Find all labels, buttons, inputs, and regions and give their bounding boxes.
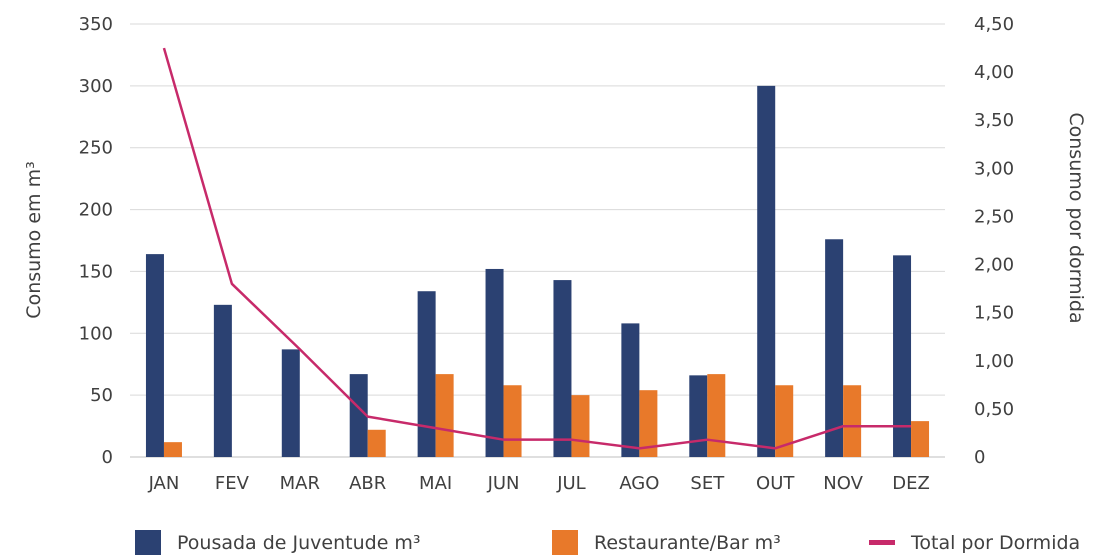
right-tick-label: 2,00 bbox=[974, 255, 1014, 276]
x-tick-label: MAI bbox=[419, 473, 452, 494]
bar-restaurante-out bbox=[775, 385, 794, 457]
x-tick-label: JUL bbox=[556, 473, 586, 494]
left-tick-label: 200 bbox=[79, 200, 113, 221]
left-tick-label: 250 bbox=[79, 138, 113, 159]
bar-restaurante-jan bbox=[163, 442, 182, 457]
legend-swatch bbox=[552, 530, 578, 555]
bar-pousada-set bbox=[689, 375, 708, 457]
right-tick-label: 1,00 bbox=[974, 351, 1014, 372]
x-tick-label: ABR bbox=[349, 473, 386, 494]
bar-restaurante-abr bbox=[367, 429, 386, 457]
bar-pousada-abr bbox=[349, 374, 368, 457]
left-axis-ticks: 0 50 100 150 200 250 300 350 bbox=[79, 14, 113, 468]
right-tick-label: 1,50 bbox=[974, 303, 1014, 324]
right-tick-label: 2,50 bbox=[974, 206, 1014, 227]
right-tick-label: 0 bbox=[974, 447, 985, 468]
right-tick-label: 3,00 bbox=[974, 158, 1014, 179]
x-tick-label: OUT bbox=[756, 473, 795, 494]
bar-pousada-nov bbox=[825, 239, 844, 457]
legend-swatch bbox=[869, 540, 895, 545]
x-axis-ticks: JAN FEV MAR ABR MAI JUN JUL AGO SET OUT NOV DEZ bbox=[148, 473, 930, 494]
legend: Pousada de Juventude m³ Restaurante/Bar m… bbox=[135, 530, 1080, 555]
bar-pousada-ago bbox=[621, 323, 640, 457]
bar-restaurante-jun bbox=[503, 385, 522, 457]
bar-pousada-jun bbox=[485, 268, 504, 457]
left-tick-label: 100 bbox=[79, 323, 113, 344]
right-tick-label: 4,00 bbox=[974, 62, 1014, 83]
bar-pousada-mar bbox=[281, 349, 300, 457]
right-tick-label: 0,50 bbox=[974, 399, 1014, 420]
gridlines bbox=[130, 23, 945, 458]
bar-pousada-jan bbox=[145, 254, 164, 457]
bar-pousada-dez bbox=[893, 255, 912, 457]
bar-restaurante-set bbox=[707, 374, 726, 457]
x-tick-label: JUN bbox=[487, 473, 520, 494]
legend-label: Pousada de Juventude m³ bbox=[177, 532, 421, 554]
legend-label: Total por Dormida bbox=[910, 532, 1080, 554]
left-tick-label: 300 bbox=[79, 76, 113, 97]
x-tick-label: MAR bbox=[280, 473, 320, 494]
left-tick-label: 0 bbox=[102, 447, 113, 468]
left-axis-title: Consumo em m³ bbox=[23, 161, 45, 318]
right-tick-label: 4,50 bbox=[974, 14, 1014, 35]
legend-swatch bbox=[135, 530, 161, 555]
right-axis-title: Consumo por dormida bbox=[1065, 112, 1087, 323]
x-tick-label: FEV bbox=[215, 473, 250, 494]
x-tick-label: JAN bbox=[148, 473, 180, 494]
bar-restaurante-dez bbox=[911, 421, 930, 457]
x-tick-label: SET bbox=[690, 473, 725, 494]
left-tick-label: 50 bbox=[90, 385, 113, 406]
line-total-por-dormida bbox=[162, 47, 912, 450]
legend-label: Restaurante/Bar m³ bbox=[594, 532, 781, 554]
bar-restaurante-ago bbox=[639, 390, 658, 457]
bar-pousada-out bbox=[757, 85, 776, 457]
x-tick-label: DEZ bbox=[892, 473, 930, 494]
right-tick-label: 3,50 bbox=[974, 110, 1014, 131]
right-axis-ticks: 0 0,50 1,00 1,50 2,00 2,50 3,00 3,50 4,00 4,50 bbox=[974, 14, 1014, 468]
bar-restaurante-nov bbox=[843, 385, 862, 457]
bar-restaurante-jul bbox=[571, 395, 590, 457]
line-series bbox=[162, 47, 912, 450]
left-tick-label: 150 bbox=[79, 261, 113, 282]
x-tick-label: AGO bbox=[619, 473, 659, 494]
left-tick-label: 350 bbox=[79, 14, 113, 35]
x-tick-label: NOV bbox=[823, 473, 863, 494]
bar-pousada-fev bbox=[213, 304, 232, 457]
bar-pousada-jul bbox=[553, 280, 572, 457]
bar-restaurante-mai bbox=[435, 374, 454, 457]
bars bbox=[145, 85, 930, 457]
bar-pousada-mai bbox=[417, 291, 436, 457]
